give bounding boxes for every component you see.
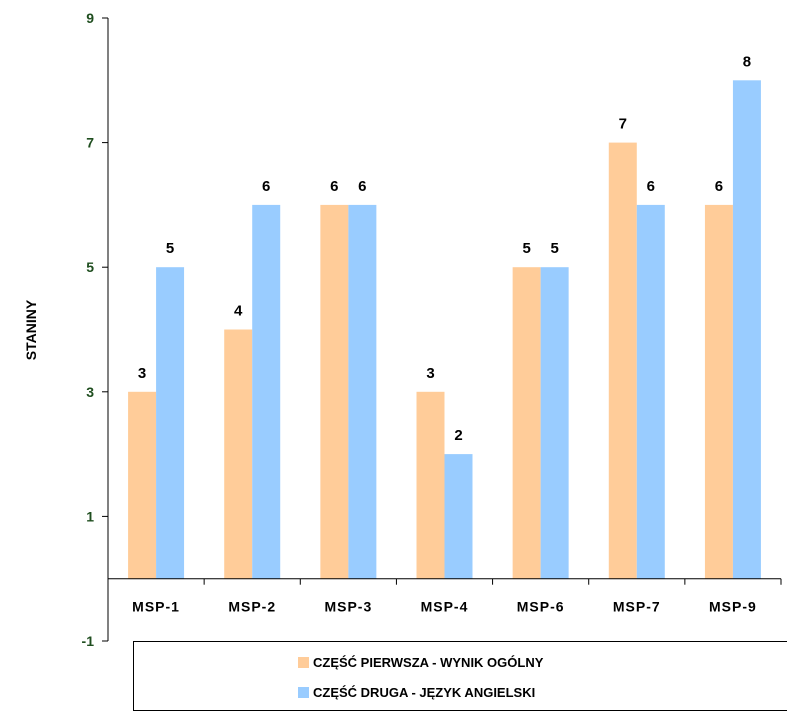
x-tick-label: MSP-6 xyxy=(517,599,565,615)
y-tick-label: 7 xyxy=(86,135,94,151)
x-tick-label: MSP-9 xyxy=(709,599,757,615)
data-label: 6 xyxy=(715,178,723,195)
data-label: 7 xyxy=(619,116,627,133)
bar-series-2-msp-2 xyxy=(252,204,281,579)
y-tick-label: 5 xyxy=(86,259,94,275)
bar-series-1-msp-2 xyxy=(224,329,253,579)
data-label: 5 xyxy=(522,240,530,257)
data-label: 3 xyxy=(426,365,434,382)
bar-series-2-msp-9 xyxy=(732,80,761,579)
x-tick-label: MSP-7 xyxy=(613,599,661,615)
x-tick-label: MSP-1 xyxy=(132,599,180,615)
legend-label: CZĘŚĆ DRUGA - JĘZYK ANGIELSKI xyxy=(313,685,536,700)
bar-series-1-msp-3 xyxy=(320,204,349,579)
y-tick-label: 1 xyxy=(86,508,94,524)
y-axis-ticks: -1 1 3 5 7 9 xyxy=(82,10,108,649)
data-label: 6 xyxy=(330,178,338,195)
x-tick-label: MSP-3 xyxy=(324,599,372,615)
legend: CZĘŚĆ PIERWSZA - WYNIK OGÓLNY CZĘŚĆ DRUG… xyxy=(133,641,787,711)
bar-series-2-msp-3 xyxy=(348,204,377,579)
y-tick-label: 3 xyxy=(86,384,94,400)
legend-item-series-1: CZĘŚĆ PIERWSZA - WYNIK OGÓLNY xyxy=(298,655,543,670)
legend-item-series-2: CZĘŚĆ DRUGA - JĘZYK ANGIELSKI xyxy=(298,685,535,700)
bars xyxy=(128,80,761,579)
bar-series-2-msp-7 xyxy=(636,204,665,579)
data-label: 2 xyxy=(454,427,462,444)
y-tick-label: -1 xyxy=(82,633,95,649)
bar-series-1-msp-4 xyxy=(416,391,445,579)
bar-series-2-msp-1 xyxy=(156,267,185,579)
bar-series-1-msp-7 xyxy=(608,142,637,579)
bar-series-2-msp-4 xyxy=(444,454,473,579)
data-label: 6 xyxy=(647,178,655,195)
y-tick-label: 9 xyxy=(86,10,94,26)
x-axis-ticks: MSP-1 MSP-2 MSP-3 MSP-4 MSP-6 MSP-7 MSP-9 xyxy=(107,578,782,615)
x-tick-label: MSP-2 xyxy=(228,599,276,615)
bar-series-1-msp-9 xyxy=(704,204,733,579)
data-label: 4 xyxy=(234,303,243,320)
data-labels: 3 5 4 6 6 6 3 2 5 5 7 6 6 8 xyxy=(138,53,751,444)
legend-swatch xyxy=(298,687,309,698)
legend-label: CZĘŚĆ PIERWSZA - WYNIK OGÓLNY xyxy=(313,655,544,670)
bar-series-1-msp-6 xyxy=(512,267,541,579)
data-label: 5 xyxy=(550,240,558,257)
data-label: 6 xyxy=(262,178,270,195)
data-label: 6 xyxy=(358,178,366,195)
data-label: 5 xyxy=(166,240,174,257)
data-label: 3 xyxy=(138,365,146,382)
x-tick-label: MSP-4 xyxy=(421,599,469,615)
legend-swatch xyxy=(298,657,309,668)
bar-series-2-msp-6 xyxy=(540,267,569,579)
data-label: 8 xyxy=(743,53,751,70)
bar-series-1-msp-1 xyxy=(128,391,157,579)
y-axis-label: STANINY xyxy=(23,299,39,360)
